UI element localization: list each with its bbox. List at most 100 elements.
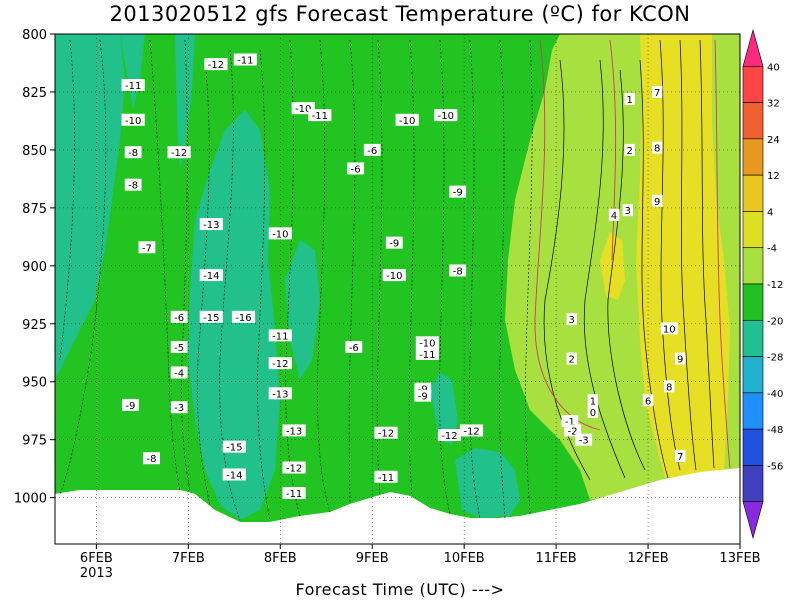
colorbar-label: -20: [767, 316, 783, 327]
colorbar-segment: [742, 174, 764, 212]
contour-label-text: -12: [286, 464, 302, 475]
colorbar-label: 4: [767, 207, 773, 218]
contour-label-text: -10: [272, 229, 288, 240]
contour-label-box: [138, 241, 156, 254]
contour-label-text: 9: [654, 197, 660, 208]
colorbar-segment: [742, 102, 764, 140]
contour-label-text: -12: [378, 429, 394, 440]
contour-label: -5: [170, 340, 188, 354]
x-tick-label: 13FEB: [719, 551, 760, 566]
contour-label-text: -6: [367, 146, 377, 157]
contour-label-box: [564, 424, 582, 437]
contour-label-text: -9: [418, 392, 428, 403]
contour-label-text: -16: [235, 313, 251, 324]
contour-label-box: [374, 426, 398, 439]
contour-label: -8: [143, 452, 160, 465]
x-tick-label: 10FEB: [444, 551, 485, 566]
contour-label-box: [622, 204, 634, 217]
contour-label-box: [566, 352, 577, 365]
contour-label-text: -11: [125, 81, 141, 92]
contour-label-box: [561, 415, 579, 428]
contour-label-text: 7: [654, 88, 660, 99]
contour-label-box: [675, 352, 686, 365]
contour-label-box: [121, 113, 145, 126]
contour-label: -13: [282, 424, 306, 437]
colorbar-segment: [742, 65, 764, 103]
colorbar-segment: [742, 247, 764, 285]
contour-label: -8: [124, 146, 142, 159]
contour-label: -10: [415, 336, 439, 349]
contour-label-text: -13: [286, 426, 302, 437]
contour-label: -9: [121, 398, 139, 412]
contour-label: 10: [660, 322, 678, 335]
contour-label: 9: [675, 352, 686, 366]
contour-label: -6: [347, 162, 365, 175]
contour-label-box: [363, 143, 381, 156]
contour-label: -10: [382, 269, 406, 282]
contour-label: 1: [587, 394, 599, 407]
colorbar-segment: [742, 392, 764, 430]
contour-label-box: [199, 310, 223, 323]
contour-label: -3: [575, 433, 593, 447]
contour-label-box: [449, 185, 467, 198]
contour-label-text: -11: [312, 111, 328, 122]
band-cold-right: [430, 372, 458, 445]
contour-label: -9: [385, 236, 403, 250]
contour-label-text: -9: [389, 239, 399, 250]
contour-label: -13: [268, 387, 292, 400]
below-ground: [55, 468, 740, 544]
y-tick-label: 925: [22, 318, 47, 333]
contour-label: -12: [204, 58, 228, 71]
contour-label-box: [282, 487, 306, 499]
contour-label-text: 8: [654, 144, 660, 155]
zero-isotherm: [534, 39, 601, 431]
contour-label-box: [268, 357, 292, 370]
contour-label: -9: [449, 185, 467, 199]
contour-label-box: [231, 310, 256, 323]
colorbar-label: 12: [767, 171, 780, 182]
contour-label-text: -4: [174, 368, 184, 379]
contour-label-text: -15: [203, 313, 219, 324]
contour-label-text: 1: [626, 95, 632, 106]
contour-label-text: -12: [463, 426, 479, 437]
contour-label-text: -12: [441, 431, 457, 442]
contour-label-text: 6: [645, 396, 651, 407]
contour-label-box: [437, 429, 462, 442]
y-tick-label: 900: [22, 260, 47, 275]
contour-label: -12: [268, 357, 292, 370]
contour-label: -11: [268, 329, 292, 342]
contour-label-box: [204, 58, 228, 71]
y-tick-label: 850: [22, 144, 47, 159]
contour-label-text: -10: [438, 111, 454, 122]
contour-label-text: -8: [128, 181, 138, 192]
colorbar-label: 40: [767, 62, 780, 73]
contour-label-text: -3: [579, 436, 589, 447]
contour-label-box: [170, 310, 188, 323]
contour-label-text: 0: [590, 408, 596, 419]
x-tick-label: 11FEB: [536, 551, 577, 566]
contour-label-box: [660, 322, 678, 335]
contour-label-text: -10: [386, 271, 402, 282]
contour-label: 7: [652, 85, 663, 99]
colorbar-label: 32: [767, 99, 780, 110]
y-tick-label: 825: [22, 86, 47, 101]
temperature-field: [55, 34, 740, 544]
contour-label-text: -13: [272, 389, 288, 400]
contour-label-box: [395, 113, 419, 126]
contour-label: -12: [437, 429, 462, 442]
contour-label-text: 2: [569, 355, 575, 366]
contour-label: -6: [345, 340, 363, 354]
contour-label-box: [143, 452, 160, 465]
colorbar-label: -12: [767, 280, 783, 291]
contour-label: -11: [308, 109, 332, 122]
contour-label-text: -12: [171, 148, 187, 159]
contour-label-text: -15: [226, 443, 242, 454]
contour-label-box: [449, 264, 467, 277]
contour-label-box: [434, 109, 458, 122]
y-tick-label: 975: [22, 434, 47, 449]
contour-label-box: [121, 79, 145, 91]
contour-label-text: -11: [272, 331, 288, 342]
contour-label-text: -12: [272, 359, 288, 370]
contour-labels: -11-12 -11-10-8 -12-8-7-13-10-10-11 -10 -10-…: [121, 53, 686, 500]
contour-label-box: [675, 449, 686, 462]
